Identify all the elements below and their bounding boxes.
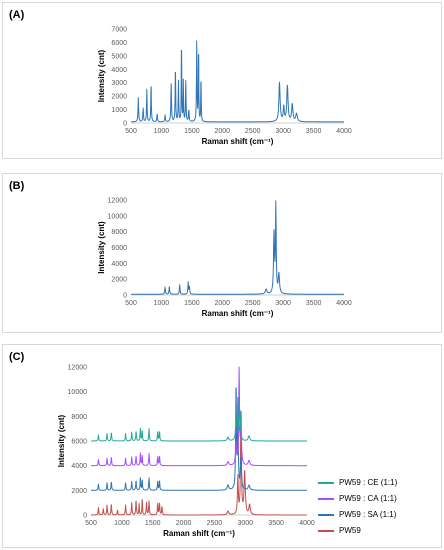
legend-label: PW59 [339, 526, 361, 535]
x-tick-label: 4000 [336, 128, 352, 135]
y-tick-label: 8000 [71, 414, 87, 421]
y-tick-label: 12000 [68, 365, 88, 372]
x-tick-label: 4000 [299, 520, 315, 527]
x-tick-label: 2500 [245, 300, 261, 307]
y-tick-label: 4000 [111, 261, 127, 268]
x-tick-label: 1500 [184, 300, 200, 307]
raman-spectrum-a: 0 1000 2000 3000 4000 5000 6000 7000 500 1000 1500… [97, 27, 352, 147]
x-tick-label: 2000 [176, 520, 192, 527]
x-tick-label: 3000 [275, 128, 291, 135]
raman-spectrum-b: 0 2000 4000 6000 8000 10000 12000 500 1000 1500 20… [97, 198, 352, 319]
y-tick-label: 10000 [68, 389, 88, 396]
x-tick-label: 4000 [336, 300, 352, 307]
y-tick-label: 1000 [111, 107, 127, 114]
x-tick-label: 1500 [145, 520, 161, 527]
y-tick-label: 0 [83, 513, 87, 520]
x-axis-title: Raman shift (cm⁻¹) [202, 137, 274, 146]
legend-swatch [318, 530, 334, 532]
x-tick-label: 1000 [154, 300, 170, 307]
panel-b: (B) 0 2000 4000 6000 8000 10000 12000 500 1000 15… [2, 173, 442, 333]
y-tick-label: 10000 [108, 213, 128, 220]
series-line-pw59-sa-1-1 [90, 387, 308, 491]
series-line-spectrum [130, 40, 345, 123]
legend-swatch [318, 498, 334, 500]
panel-label: (A) [9, 9, 25, 21]
legend-swatch [318, 514, 334, 516]
y-tick-label: 4000 [111, 67, 127, 74]
y-axis-title: Intensity (cnt) [97, 221, 106, 274]
x-tick-label: 3000 [237, 520, 253, 527]
x-tick-label: 1000 [114, 520, 130, 527]
x-tick-label: 2500 [245, 128, 261, 135]
x-axis-title: Raman shift (cm⁻¹) [163, 529, 235, 538]
series-line-pw59-ce-1-1 [90, 396, 308, 442]
y-tick-label: 2000 [71, 488, 87, 495]
legend-swatch [318, 482, 334, 484]
y-tick-label: 3000 [111, 80, 127, 87]
y-axis-title: Intensity (cnt) [97, 49, 106, 102]
panel-label: (B) [9, 180, 25, 192]
series-line-pw59-ca-1-1 [90, 366, 308, 467]
x-tick-label: 3000 [275, 300, 291, 307]
x-tick-label: 500 [125, 300, 137, 307]
panel-label: (C) [9, 351, 25, 363]
legend-label: PW59 : CA (1:1) [339, 494, 397, 503]
y-tick-label: 4000 [71, 463, 87, 470]
x-tick-label: 2000 [214, 300, 230, 307]
y-tick-label: 0 [123, 121, 127, 128]
x-tick-label: 500 [125, 128, 137, 135]
series-line-pw59 [90, 413, 308, 516]
y-tick-label: 0 [123, 293, 127, 300]
y-tick-label: 6000 [111, 245, 127, 252]
y-tick-label: 12000 [108, 198, 128, 205]
y-axis-title: Intensity (cnt) [57, 414, 66, 467]
y-tick-label: 7000 [111, 27, 127, 34]
x-tick-label: 2500 [207, 520, 223, 527]
raman-spectrum-c: 0 2000 4000 6000 8000 10000 12000 500 1000 1500 20… [57, 365, 315, 539]
x-tick-label: 3500 [268, 520, 284, 527]
series-line-spectrum [130, 200, 345, 295]
y-tick-label: 6000 [111, 40, 127, 47]
legend-label: PW59 : SA (1:1) [339, 510, 397, 519]
y-tick-label: 8000 [111, 229, 127, 236]
x-tick-label: 1000 [154, 128, 170, 135]
x-axis-title: Raman shift (cm⁻¹) [202, 309, 274, 318]
panel-a: (A) 0 1000 2000 3000 4000 5000 6000 7000 500 1000… [2, 2, 442, 159]
legend-label: PW59 : CE (1:1) [339, 478, 398, 487]
y-tick-label: 5000 [111, 53, 127, 60]
x-tick-label: 1500 [184, 128, 200, 135]
x-tick-label: 2000 [214, 128, 230, 135]
y-tick-label: 2000 [111, 94, 127, 101]
x-tick-label: 3500 [306, 300, 322, 307]
y-tick-label: 6000 [71, 439, 87, 446]
panel-c: (C) 0 2000 4000 6000 8000 10000 12000 500 1000 15… [2, 344, 442, 548]
x-tick-label: 3500 [306, 128, 322, 135]
y-tick-label: 2000 [111, 277, 127, 284]
x-tick-label: 500 [85, 520, 97, 527]
